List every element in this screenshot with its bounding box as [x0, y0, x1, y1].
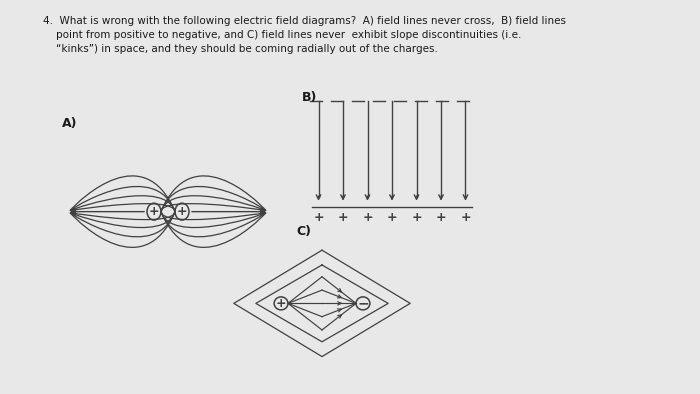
Text: −: −: [357, 296, 369, 310]
Text: +: +: [362, 212, 373, 225]
Text: +: +: [435, 212, 447, 225]
Text: A): A): [62, 117, 77, 130]
Text: +: +: [337, 212, 349, 225]
Text: 4.  What is wrong with the following electric field diagrams?  A) field lines ne: 4. What is wrong with the following elec…: [43, 16, 566, 26]
Text: +: +: [313, 212, 324, 225]
Text: B): B): [302, 91, 317, 104]
Text: “kinks”) in space, and they should be coming radially out of the charges.: “kinks”) in space, and they should be co…: [43, 44, 438, 54]
Text: C): C): [297, 225, 312, 238]
Text: +: +: [276, 297, 286, 310]
Text: +: +: [148, 205, 160, 218]
Text: point from positive to negative, and C) field lines never  exhibit slope discont: point from positive to negative, and C) …: [43, 30, 522, 40]
Text: +: +: [411, 212, 422, 225]
Text: +: +: [176, 205, 188, 218]
Text: +: +: [460, 212, 471, 225]
Text: +: +: [386, 212, 398, 225]
